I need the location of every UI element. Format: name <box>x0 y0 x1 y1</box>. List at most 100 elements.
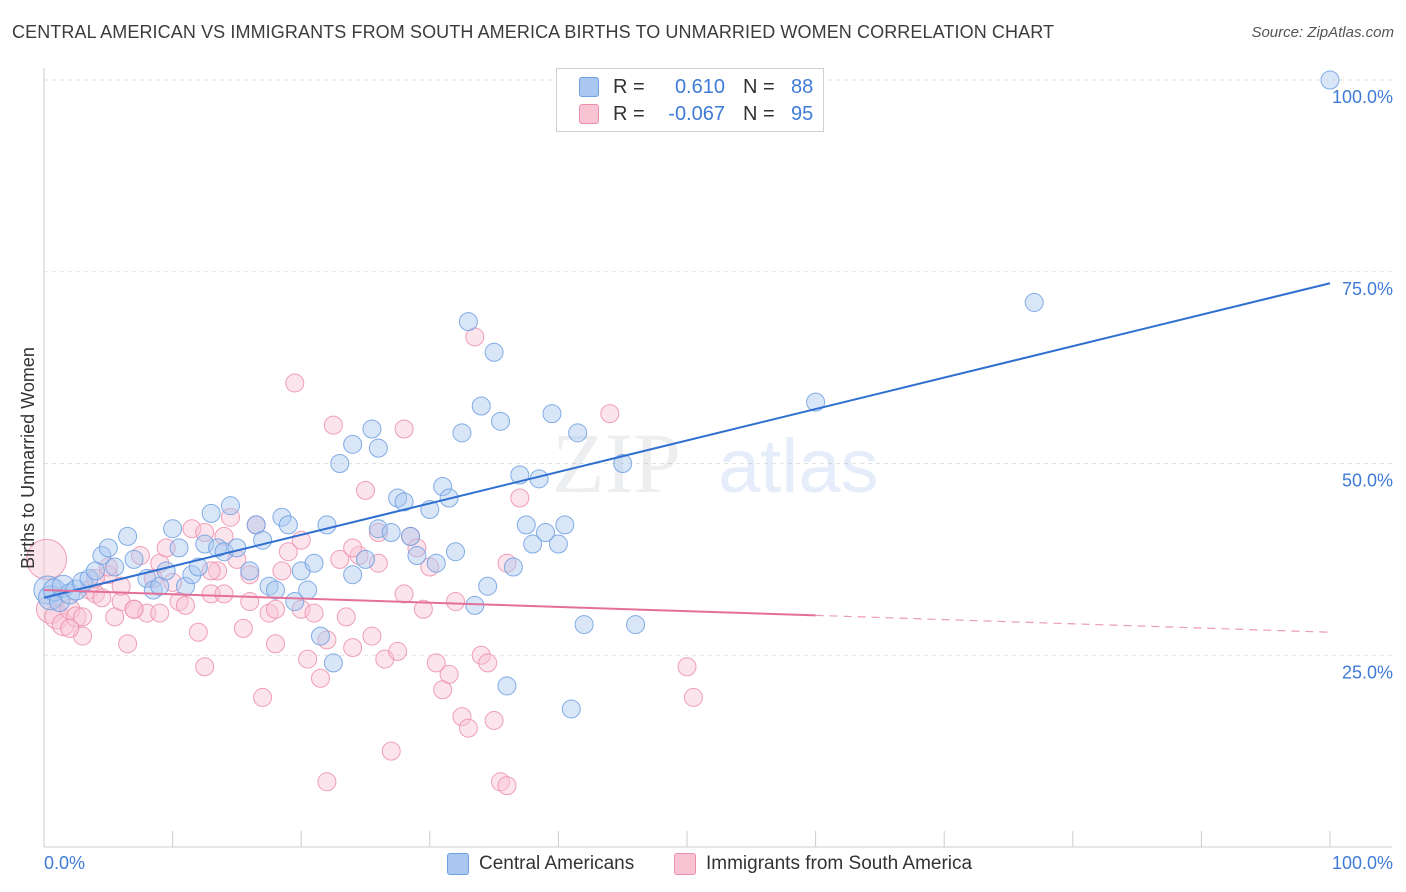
data-point <box>310 626 330 646</box>
data-point <box>304 603 324 623</box>
data-point <box>304 553 324 573</box>
data-point <box>574 615 594 635</box>
data-point <box>626 615 646 635</box>
data-point <box>465 595 485 615</box>
data-point <box>265 580 285 600</box>
trend-line-extension-1 <box>815 614 1331 633</box>
data-point <box>446 592 466 612</box>
data-point <box>452 423 472 443</box>
data-point <box>356 549 375 569</box>
data-point <box>388 641 408 661</box>
watermark-zip: ZIP <box>552 415 681 511</box>
data-point <box>182 565 202 585</box>
data-point <box>548 534 568 554</box>
data-point <box>278 515 298 535</box>
data-point <box>471 645 491 665</box>
data-point <box>317 772 337 792</box>
trend-lines <box>43 282 1331 633</box>
data-point <box>156 561 176 581</box>
legend-r-label: R = <box>613 75 645 98</box>
data-point <box>272 561 292 581</box>
data-point <box>111 576 131 596</box>
data-point <box>98 565 118 585</box>
y-axis-label: Births to Unmarried Women <box>18 347 38 569</box>
data-point <box>195 534 215 554</box>
data-point <box>233 618 253 638</box>
data-point <box>600 404 620 424</box>
data-point <box>343 434 363 454</box>
x-axis-ticks <box>43 831 1331 847</box>
data-point <box>433 477 453 497</box>
data-point <box>613 454 633 473</box>
data-point <box>65 606 87 628</box>
data-point <box>201 561 221 581</box>
legend-swatch-pink <box>579 104 599 124</box>
data-point <box>471 396 491 416</box>
data-point <box>555 515 575 535</box>
data-point <box>124 549 144 569</box>
watermark-atlas: atlas <box>718 424 879 509</box>
data-point <box>92 546 112 566</box>
data-point <box>683 687 703 707</box>
data-point <box>458 718 478 738</box>
data-point <box>516 515 536 535</box>
data-point <box>323 653 343 673</box>
data-point <box>381 523 401 543</box>
data-point <box>413 599 433 619</box>
data-point <box>407 546 427 566</box>
bottom-legend-immigrants-south-america: Immigrants from South America <box>674 850 972 878</box>
y-axis-tick-labels: 25.0% 50.0% 75.0% 100.0% <box>1332 87 1393 682</box>
data-point <box>542 404 562 424</box>
data-point <box>343 538 363 558</box>
data-point <box>188 557 208 577</box>
legend-r-value: 0.610 <box>674 75 725 98</box>
data-point <box>381 741 401 761</box>
data-point <box>285 592 305 612</box>
data-point <box>356 480 375 500</box>
data-point <box>478 576 498 596</box>
series-immigrants-south-america <box>26 327 703 796</box>
data-point <box>310 668 330 688</box>
trend-line-1 <box>43 589 816 617</box>
trend-line-0 <box>43 282 1331 599</box>
data-point <box>201 503 221 523</box>
data-point <box>1320 70 1340 90</box>
data-point <box>491 411 511 431</box>
y-tick-label: 25.0% <box>1342 662 1393 682</box>
data-point <box>439 664 459 684</box>
data-point <box>497 676 517 696</box>
data-point <box>394 419 414 439</box>
data-point <box>208 561 228 581</box>
data-point <box>278 542 298 562</box>
y-tick-label: 50.0% <box>1342 471 1393 491</box>
data-point <box>317 515 337 535</box>
data-point <box>343 565 363 585</box>
data-point <box>175 595 195 615</box>
data-point <box>188 622 208 642</box>
data-point <box>478 653 498 673</box>
legend-n-value: 88 <box>791 75 814 98</box>
data-point <box>323 415 343 435</box>
x-tick-label-max: 100.0% <box>1332 853 1393 873</box>
legend-row-central-americans: R = 0.610 N = 88 <box>579 74 813 100</box>
data-point <box>362 626 382 646</box>
data-point <box>253 687 273 707</box>
data-point <box>806 392 826 412</box>
data-point <box>446 542 466 562</box>
legend-n-label: N = <box>743 75 775 98</box>
data-point <box>214 584 234 604</box>
legend-row-immigrants-south-america: R = -0.067 N = 95 <box>579 101 813 127</box>
data-point <box>523 534 543 554</box>
data-point <box>394 584 414 604</box>
data-point <box>92 588 112 608</box>
data-point <box>298 580 318 600</box>
chart-title: CENTRAL AMERICAN VS IMMIGRANTS FROM SOUT… <box>12 22 1055 42</box>
data-point <box>343 638 363 658</box>
data-point <box>1024 292 1044 312</box>
data-point <box>330 454 350 473</box>
data-point <box>510 488 530 508</box>
data-point <box>368 438 388 458</box>
y-tick-label: 100.0% <box>1332 87 1393 107</box>
bottom-legend-label: Immigrants from South America <box>706 853 973 874</box>
